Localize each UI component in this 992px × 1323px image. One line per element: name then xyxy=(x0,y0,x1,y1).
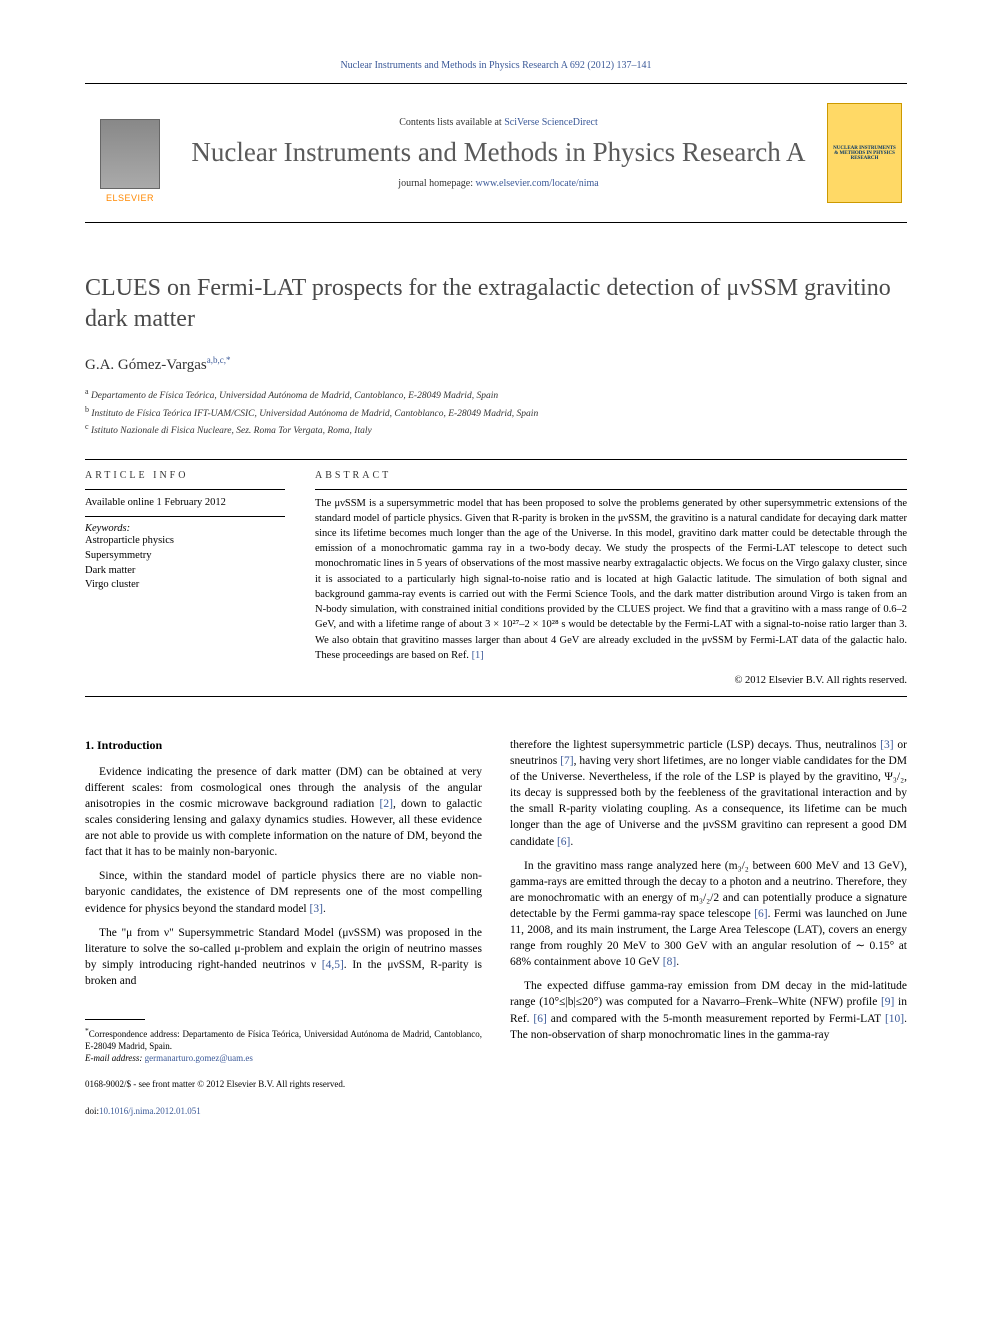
sciencedirect-link[interactable]: SciVerse ScienceDirect xyxy=(504,117,598,128)
paragraph: In the gravitino mass range analyzed her… xyxy=(510,858,907,971)
body-columns: 1. Introduction Evidence indicating the … xyxy=(85,737,907,1117)
ref-link[interactable]: [9] xyxy=(881,996,894,1008)
info-divider xyxy=(85,489,285,490)
ref-link[interactable]: [6] xyxy=(754,908,767,920)
abstract-body: The μνSSM is a supersymmetric model that… xyxy=(315,498,907,661)
article-info-heading: ARTICLE INFO xyxy=(85,470,285,481)
ref-link[interactable]: [3] xyxy=(310,903,323,915)
ref-link[interactable]: [4,5] xyxy=(322,959,344,971)
c2p1-a: therefore the lightest supersymmetric pa… xyxy=(510,739,880,751)
info-divider xyxy=(85,516,285,517)
c2p3-a: The expected diffuse gamma-ray emission … xyxy=(510,980,907,1008)
abstract-text: The μνSSM is a supersymmetric model that… xyxy=(315,496,907,663)
c2p1-c: , having very short lifetimes, are no lo… xyxy=(510,755,907,847)
running-header: Nuclear Instruments and Methods in Physi… xyxy=(85,60,907,71)
p2-end: . xyxy=(323,903,326,915)
keyword: Supersymmetry xyxy=(85,549,285,564)
homepage-prefix: journal homepage: xyxy=(398,178,475,189)
paragraph: The "μ from ν" Supersymmetric Standard M… xyxy=(85,925,482,989)
footer-issn: 0168-9002/$ - see front matter © 2012 El… xyxy=(85,1078,482,1090)
footnote-text: Correspondence address: Departamento de … xyxy=(85,1029,482,1051)
doi-label: doi: xyxy=(85,1106,99,1116)
affil-sup: b xyxy=(85,405,89,414)
abstract-heading: ABSTRACT xyxy=(315,470,907,481)
footnote-separator xyxy=(85,1019,145,1020)
c2p3-c: and compared with the 5-month measuremen… xyxy=(547,1013,885,1025)
ref-link[interactable]: [2] xyxy=(380,798,393,810)
affiliation-a: a Departamento de Física Teórica, Univer… xyxy=(85,386,907,403)
paragraph: Since, within the standard model of part… xyxy=(85,868,482,916)
divider xyxy=(85,696,907,697)
journal-homepage-line: journal homepage: www.elsevier.com/locat… xyxy=(180,178,817,189)
available-online: Available online 1 February 2012 xyxy=(85,496,285,511)
c2p2-end: . xyxy=(676,956,679,968)
article-info-block: ARTICLE INFO Available online 1 February… xyxy=(85,470,285,686)
divider xyxy=(85,459,907,460)
author-corr-marker[interactable]: * xyxy=(226,355,231,365)
elsevier-label: ELSEVIER xyxy=(106,193,154,203)
masthead-center: Contents lists available at SciVerse Sci… xyxy=(170,117,827,189)
contents-prefix: Contents lists available at xyxy=(399,117,504,128)
affil-text: Istituto Nazionale di Fisica Nucleare, S… xyxy=(91,426,372,436)
abstract-ref-link[interactable]: [1] xyxy=(472,650,484,661)
footer-doi: doi:10.1016/j.nima.2012.01.051 xyxy=(85,1105,482,1117)
affil-sup: a xyxy=(85,387,89,396)
email-label: E-mail address: xyxy=(85,1053,145,1063)
ref-link[interactable]: [7] xyxy=(560,755,573,767)
author-name: G.A. Gómez-Vargas xyxy=(85,357,207,373)
paragraph: Evidence indicating the presence of dark… xyxy=(85,764,482,861)
keywords-label: Keywords: xyxy=(85,523,285,534)
affiliation-b: b Instituto de Física Teórica IFT-UAM/CS… xyxy=(85,404,907,421)
p2-text: Since, within the standard model of part… xyxy=(85,870,482,914)
affiliations: a Departamento de Física Teórica, Univer… xyxy=(85,386,907,438)
paragraph: The expected diffuse gamma-ray emission … xyxy=(510,978,907,1042)
affil-text: Departamento de Física Teórica, Universi… xyxy=(91,392,498,402)
masthead: ELSEVIER Contents lists available at Sci… xyxy=(85,83,907,223)
doi-link[interactable]: 10.1016/j.nima.2012.01.051 xyxy=(99,1106,201,1116)
journal-name: Nuclear Instruments and Methods in Physi… xyxy=(180,136,817,168)
journal-cover-thumbnail: NUCLEAR INSTRUMENTS & METHODS IN PHYSICS… xyxy=(827,103,902,203)
ref-link[interactable]: [6] xyxy=(533,1013,546,1025)
abstract-copyright: © 2012 Elsevier B.V. All rights reserved… xyxy=(315,675,907,686)
ref-link[interactable]: [8] xyxy=(663,956,676,968)
author-line: G.A. Gómez-Vargasa,b,c,* xyxy=(85,355,907,374)
ref-link[interactable]: [3] xyxy=(880,739,893,751)
left-column: 1. Introduction Evidence indicating the … xyxy=(85,737,482,1117)
keyword: Virgo cluster xyxy=(85,578,285,593)
ref-link[interactable]: [6] xyxy=(557,836,570,848)
abstract-block: ABSTRACT The μνSSM is a supersymmetric m… xyxy=(315,470,907,686)
corresponding-footnote: *Correspondence address: Departamento de… xyxy=(85,1026,482,1052)
c2p1-end: . xyxy=(570,836,573,848)
elsevier-tree-icon xyxy=(100,119,160,189)
email-link[interactable]: germanarturo.gomez@uam.es xyxy=(145,1053,253,1063)
keyword: Astroparticle physics xyxy=(85,534,285,549)
info-divider xyxy=(315,489,907,490)
article-title: CLUES on Fermi-LAT prospects for the ext… xyxy=(85,273,907,335)
author-affil-sup[interactable]: a,b,c, xyxy=(207,355,226,365)
right-column: therefore the lightest supersymmetric pa… xyxy=(510,737,907,1117)
homepage-link[interactable]: www.elsevier.com/locate/nima xyxy=(476,178,599,189)
affil-text: Instituto de Física Teórica IFT-UAM/CSIC… xyxy=(91,409,538,419)
section-heading: 1. Introduction xyxy=(85,737,482,754)
cover-text: NUCLEAR INSTRUMENTS & METHODS IN PHYSICS… xyxy=(832,146,897,161)
keyword: Dark matter xyxy=(85,564,285,579)
email-footnote: E-mail address: germanarturo.gomez@uam.e… xyxy=(85,1052,482,1064)
ref-link[interactable]: [10] xyxy=(885,1013,904,1025)
affiliation-c: c Istituto Nazionale di Fisica Nucleare,… xyxy=(85,421,907,438)
paragraph: therefore the lightest supersymmetric pa… xyxy=(510,737,907,850)
elsevier-logo: ELSEVIER xyxy=(90,103,170,203)
contents-available-line: Contents lists available at SciVerse Sci… xyxy=(180,117,817,128)
affil-sup: c xyxy=(85,422,89,431)
